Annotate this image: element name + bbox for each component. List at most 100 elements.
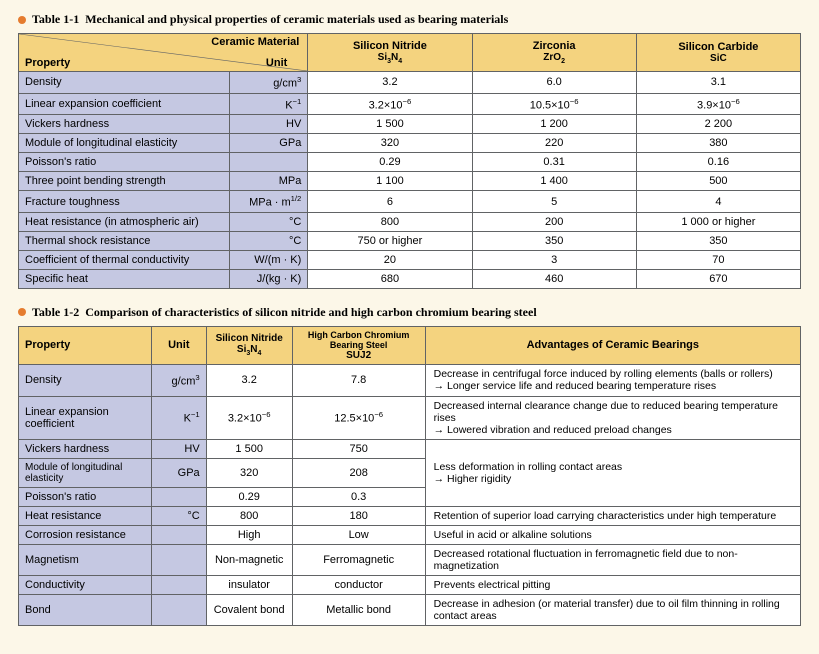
value-cell: 750 or higher [308, 231, 472, 250]
unit-cell: K−1 [151, 396, 206, 439]
table-row: Module of longitudinal elasticityGPa3202… [19, 134, 801, 153]
value-cell: 180 [292, 506, 425, 525]
table-row: Thermal shock resistance°C750 or higher3… [19, 231, 801, 250]
advantages-cell: Decrease in adhesion (or material transf… [425, 594, 800, 625]
unit-cell [230, 153, 308, 172]
column-header: Silicon NitrideSi3N4 [206, 326, 292, 364]
value-cell: 3.2×10−6 [308, 93, 472, 115]
property-cell: Vickers hardness [19, 115, 230, 134]
diag-header: Ceramic MaterialPropertyUnit [19, 34, 308, 72]
diag-property: Property [25, 57, 70, 69]
value-cell: 20 [308, 250, 472, 269]
table-row: Vickers hardnessHV1 5001 2002 200 [19, 115, 801, 134]
value-cell: 380 [636, 134, 800, 153]
table1-number: Table 1-1 [32, 12, 79, 27]
advantages-cell: Retention of superior load carrying char… [425, 506, 800, 525]
value-cell: 70 [636, 250, 800, 269]
unit-cell [151, 594, 206, 625]
value-cell: Non-magnetic [206, 544, 292, 575]
property-cell: Linear expansion coefficient [19, 396, 152, 439]
value-cell: Metallic bond [292, 594, 425, 625]
value-cell: 0.29 [308, 153, 472, 172]
value-cell: insulator [206, 575, 292, 594]
value-cell: 320 [206, 458, 292, 487]
bullet-icon [18, 16, 26, 24]
column-header: Property [19, 326, 152, 364]
value-cell: 0.16 [636, 153, 800, 172]
table-row: Heat resistance°C800180Retention of supe… [19, 506, 801, 525]
unit-cell: GPa [230, 134, 308, 153]
unit-cell: °C [230, 212, 308, 231]
advantages-cell: Decreased internal clearance change due … [425, 396, 800, 439]
unit-cell [151, 525, 206, 544]
property-cell: Bond [19, 594, 152, 625]
value-cell: 680 [308, 269, 472, 288]
unit-cell: °C [151, 506, 206, 525]
value-cell: 10.5×10−6 [472, 93, 636, 115]
value-cell: Ferromagnetic [292, 544, 425, 575]
table-row: Linear expansion coefficientK−13.2×10−61… [19, 93, 801, 115]
value-cell: 500 [636, 172, 800, 191]
table-row: Magnetism Non-magneticFerromagneticDecrea… [19, 544, 801, 575]
value-cell: High [206, 525, 292, 544]
value-cell: 800 [308, 212, 472, 231]
unit-cell [151, 544, 206, 575]
comparison-table: PropertyUnitSilicon NitrideSi3N4High Car… [18, 326, 801, 626]
property-cell: Module of longitudinal elasticity [19, 458, 152, 487]
table-row: Vickers hardnessHV1 500750Less deformati… [19, 439, 801, 458]
property-cell: Magnetism [19, 544, 152, 575]
value-cell: 5 [472, 191, 636, 213]
value-cell: 3.9×10−6 [636, 93, 800, 115]
value-cell: 6 [308, 191, 472, 213]
value-cell: 800 [206, 506, 292, 525]
unit-cell: W/(m · K) [230, 250, 308, 269]
value-cell: 208 [292, 458, 425, 487]
unit-cell: J/(kg · K) [230, 269, 308, 288]
value-cell: 6.0 [472, 72, 636, 94]
property-cell: Heat resistance [19, 506, 152, 525]
advantages-cell: Useful in acid or alkaline solutions [425, 525, 800, 544]
property-cell: Specific heat [19, 269, 230, 288]
table-row: Corrosion resistance HighLowUseful in aci… [19, 525, 801, 544]
unit-cell: g/cm3 [230, 72, 308, 94]
value-cell: 1 500 [308, 115, 472, 134]
advantages-cell: Decreased rotational fluctuation in ferr… [425, 544, 800, 575]
unit-cell: g/cm3 [151, 364, 206, 396]
unit-cell: MPa [230, 172, 308, 191]
table2-title-line: Table 1-2 Comparison of characteristics … [18, 305, 801, 320]
value-cell: 1 000 or higher [636, 212, 800, 231]
advantages-cell: Decrease in centrifugal force induced by… [425, 364, 800, 396]
table-row: Specific heatJ/(kg · K)680460670 [19, 269, 801, 288]
value-cell: 2 200 [636, 115, 800, 134]
property-cell: Corrosion resistance [19, 525, 152, 544]
property-cell: Three point bending strength [19, 172, 230, 191]
bullet-icon [18, 308, 26, 316]
unit-cell: °C [230, 231, 308, 250]
value-cell: 1 400 [472, 172, 636, 191]
value-cell: 3.1 [636, 72, 800, 94]
column-header: Advantages of Ceramic Bearings [425, 326, 800, 364]
value-cell: 3.2 [308, 72, 472, 94]
value-cell: 3.2 [206, 364, 292, 396]
diag-top: Ceramic Material [211, 36, 299, 48]
value-cell: 1 100 [308, 172, 472, 191]
value-cell: Low [292, 525, 425, 544]
value-cell: Covalent bond [206, 594, 292, 625]
table-row: Three point bending strengthMPa1 1001 40… [19, 172, 801, 191]
value-cell: 7.8 [292, 364, 425, 396]
value-cell: 1 500 [206, 439, 292, 458]
unit-cell: HV [230, 115, 308, 134]
material-header: Silicon CarbideSiC [636, 34, 800, 72]
unit-cell [151, 575, 206, 594]
table-row: Fracture toughnessMPa · m1/2654 [19, 191, 801, 213]
table-row: Heat resistance (in atmospheric air)°C80… [19, 212, 801, 231]
material-header: Silicon NitrideSi3N4 [308, 34, 472, 72]
value-cell: 220 [472, 134, 636, 153]
property-cell: Linear expansion coefficient [19, 93, 230, 115]
property-cell: Heat resistance (in atmospheric air) [19, 212, 230, 231]
table-row: Coefficient of thermal conductivityW/(m … [19, 250, 801, 269]
property-cell: Fracture toughness [19, 191, 230, 213]
property-cell: Module of longitudinal elasticity [19, 134, 230, 153]
value-cell: 200 [472, 212, 636, 231]
property-cell: Vickers hardness [19, 439, 152, 458]
